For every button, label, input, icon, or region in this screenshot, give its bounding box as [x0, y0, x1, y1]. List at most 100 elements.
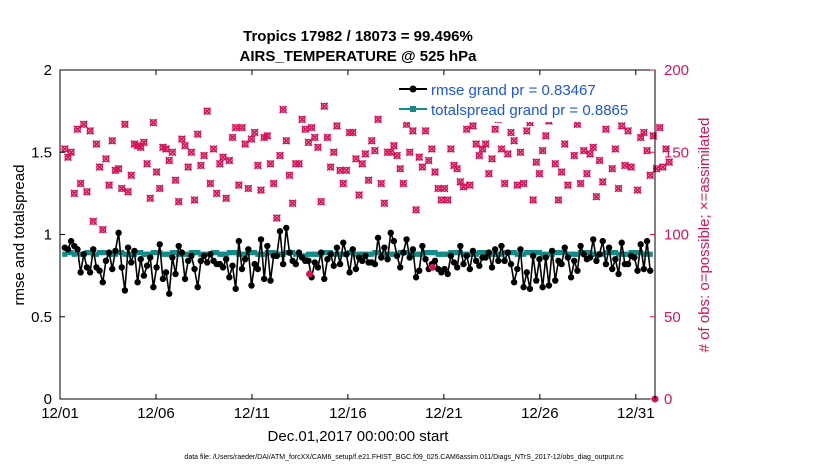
obs-assimilated-point	[415, 153, 424, 162]
rmse-point	[409, 246, 417, 253]
obs-assimilated-point	[304, 138, 313, 147]
x-tick-label: 12/06	[137, 405, 175, 422]
obs-assimilated-point	[570, 151, 579, 160]
rmse-point	[482, 254, 489, 261]
obs-possible-point	[520, 180, 528, 188]
obs-possible-point	[621, 161, 629, 169]
y2-tick-label: 150	[664, 144, 689, 161]
obs-assimilated-point	[453, 164, 462, 173]
spread-point	[615, 251, 622, 257]
obs-assimilated-point	[95, 163, 104, 172]
spread-point	[182, 251, 188, 257]
obs-assimilated-point	[313, 143, 322, 152]
rmse-point	[254, 265, 262, 273]
obs-possible-point	[491, 125, 499, 133]
obs-assimilated-point	[434, 184, 443, 193]
obs-assimilated-point	[155, 184, 164, 193]
rmse-point	[264, 242, 271, 250]
y-tick-label: 0	[44, 391, 52, 408]
spread-point	[153, 249, 160, 256]
obs-possible-point	[330, 148, 338, 156]
rmse-point	[647, 267, 654, 274]
spread-point	[429, 249, 435, 256]
obs-possible-point	[374, 115, 382, 123]
obs-possible-point	[323, 133, 331, 141]
obs-assimilated-point	[503, 149, 512, 158]
obs-possible-point	[510, 137, 518, 145]
obs-possible-point	[70, 189, 78, 197]
obs-possible-point	[444, 196, 452, 204]
obs-assimilated-point	[124, 187, 133, 196]
spread-point	[530, 249, 536, 256]
obs-possible-point	[168, 148, 176, 156]
spread-point	[280, 251, 286, 257]
obs-possible-point	[254, 161, 262, 169]
spread-point	[584, 249, 590, 256]
obs-possible-point	[586, 150, 594, 158]
rmse-point	[400, 249, 407, 256]
spread-point	[236, 251, 242, 257]
obs-assimilated-point	[510, 136, 519, 145]
spread-point	[169, 249, 175, 256]
obs-possible-point	[99, 226, 107, 234]
spread-point	[115, 249, 122, 256]
rmse-point	[121, 287, 129, 294]
rmse-point	[514, 265, 521, 273]
spread-point	[267, 249, 274, 256]
obs-assimilated-point	[431, 168, 439, 176]
spread-point	[271, 249, 277, 256]
obs-assimilated-point	[380, 199, 389, 208]
obs-assimilated-point	[332, 121, 341, 130]
spread-point	[68, 249, 74, 256]
obs-possible-point	[304, 138, 312, 146]
y2-axis-ticks: 0 50 100 150 200	[650, 62, 689, 408]
rmse-point	[548, 247, 556, 255]
obs-assimilated-point	[472, 140, 481, 148]
spread-point	[644, 251, 650, 257]
obs-possible-point	[425, 156, 433, 164]
obs-assimilated-point	[624, 126, 633, 135]
rmse-point	[64, 246, 72, 253]
obs-possible-point	[327, 163, 335, 171]
obs-possible-point	[497, 145, 505, 153]
spread-point	[305, 251, 312, 257]
obs-possible-point	[615, 184, 623, 192]
obs-assimilated-point	[560, 140, 569, 148]
spread-point	[252, 249, 258, 256]
rmse-point	[510, 279, 518, 286]
obs-possible-point	[501, 180, 509, 188]
obs-possible-point	[222, 194, 230, 202]
obs-possible-point	[561, 140, 569, 148]
x-tick-label: 12/31	[617, 405, 655, 422]
y-axis-ticks: 0 0.5 1 1.5 2	[31, 62, 65, 408]
obs-assimilated-point	[317, 197, 326, 206]
rmse-point	[203, 259, 211, 266]
obs-assimilated-point	[203, 107, 212, 116]
obs-possible-point	[308, 124, 316, 132]
rmse-point	[631, 254, 638, 261]
rmse-point	[596, 251, 603, 258]
obs-possible-point	[165, 156, 173, 164]
rmse-point	[431, 257, 439, 265]
obs-assimilated-point	[152, 168, 161, 176]
rmse-point	[444, 270, 451, 278]
obs-possible-point	[434, 184, 442, 192]
spread-point	[647, 251, 653, 257]
obs-possible-point	[194, 130, 202, 138]
chart-title: Tropics 17982 / 18073 = 99.496%	[243, 28, 473, 45]
chart-subtitle: AIRS_TEMPERATURE @ 525 hPa	[240, 48, 478, 65]
obs-assimilated-point	[76, 179, 85, 188]
obs-assimilated-point	[393, 151, 402, 160]
rmse-point	[131, 247, 138, 255]
obs-assimilated-point	[298, 115, 307, 124]
spread-point	[625, 251, 631, 257]
spread-point	[324, 249, 331, 256]
obs-assimilated-point	[589, 143, 598, 152]
obs-possible-point	[618, 122, 626, 130]
x-tick-label: 12/01	[41, 405, 79, 422]
obs-possible-point	[187, 148, 195, 156]
obs-possible-point	[529, 196, 537, 204]
rmse-point	[219, 264, 227, 271]
obs-possible-point	[146, 194, 154, 202]
rmse-point	[476, 262, 483, 269]
